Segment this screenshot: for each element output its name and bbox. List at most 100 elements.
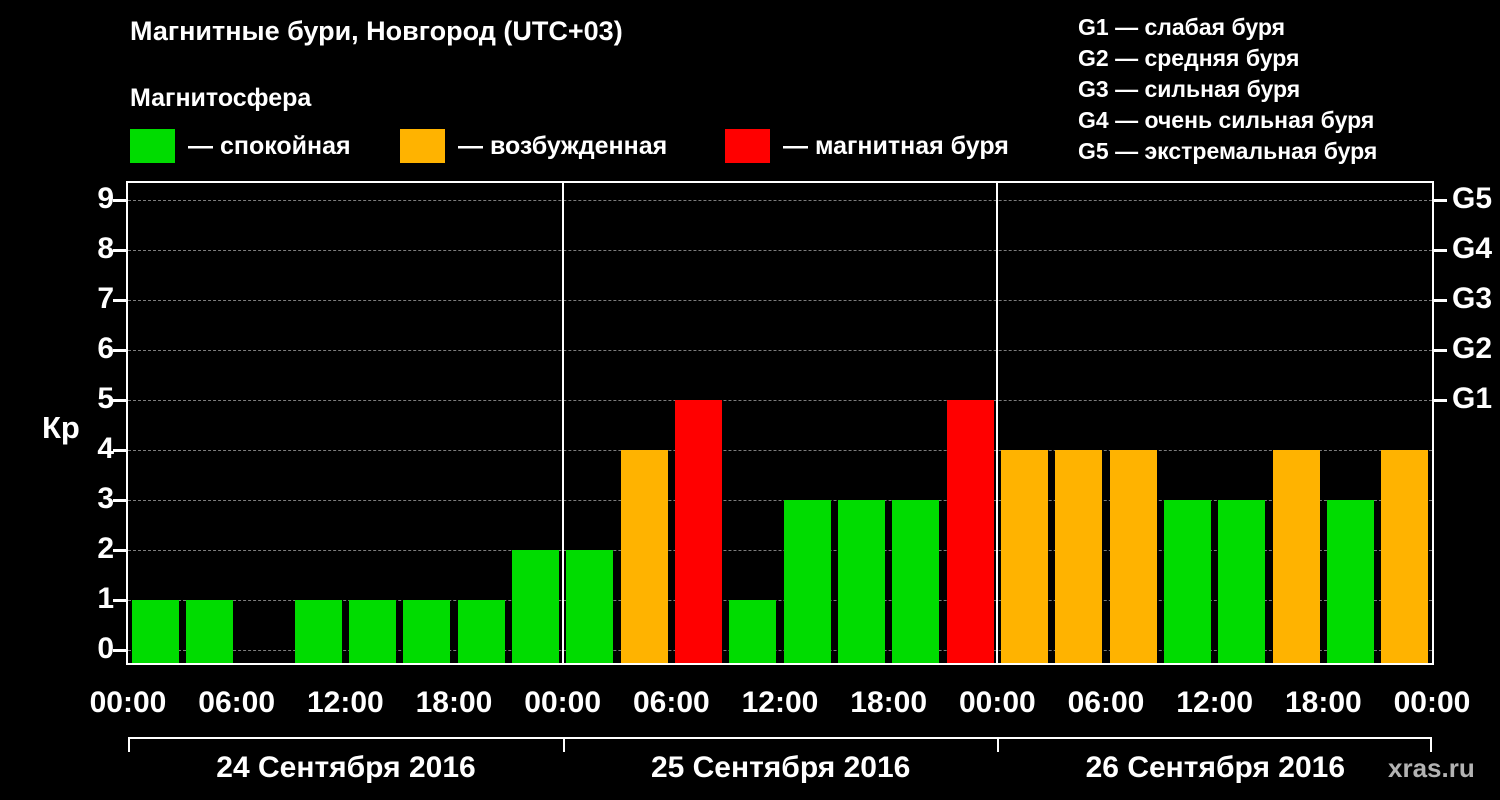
date-ruler-tick bbox=[1430, 737, 1432, 752]
plot-area bbox=[126, 181, 1434, 665]
x-axis-tick-label: 06:00 bbox=[1067, 686, 1145, 719]
kp-bar bbox=[837, 500, 886, 663]
watermark: xras.ru bbox=[1388, 753, 1475, 783]
legend-label-quiet: — спокойная bbox=[188, 131, 351, 160]
kp-bar bbox=[457, 600, 505, 663]
kp-bar bbox=[729, 600, 777, 663]
kp-bar bbox=[1218, 500, 1266, 663]
storm-scale-item-g5: G5 — экстремальная буря bbox=[1078, 138, 1378, 164]
gridline-kp-6 bbox=[128, 350, 1432, 351]
kp-bar bbox=[1381, 450, 1429, 663]
x-axis-tick-label: 00:00 bbox=[1393, 686, 1471, 719]
kp-bar bbox=[403, 600, 451, 663]
legend-item-storm: — магнитная буря bbox=[725, 129, 1009, 163]
y-axis-tick-mark bbox=[113, 299, 126, 302]
legend-item-quiet: — спокойная bbox=[130, 129, 351, 163]
x-axis-tick-label: 00:00 bbox=[89, 686, 167, 719]
date-ruler bbox=[128, 737, 1432, 739]
gridline-kp-5 bbox=[128, 400, 1432, 401]
gridline-kp-8 bbox=[128, 250, 1432, 251]
y-axis-tick-label: 1 bbox=[97, 582, 114, 615]
y-axis-tick-label: 3 bbox=[97, 482, 114, 515]
kp-bar bbox=[294, 600, 342, 663]
day-separator bbox=[996, 183, 999, 663]
legend-item-excited: — возбужденная bbox=[400, 129, 667, 163]
gridline-kp-4 bbox=[128, 450, 1432, 451]
date-label: 25 Сентября 2016 bbox=[650, 751, 911, 784]
g-scale-tick-mark bbox=[1434, 199, 1447, 202]
kp-bar bbox=[1000, 450, 1049, 663]
y-axis-tick-label: 5 bbox=[97, 382, 114, 415]
x-axis-tick-label: 12:00 bbox=[306, 686, 384, 719]
y-axis-tick-label: 4 bbox=[97, 432, 114, 465]
quiet-color-swatch bbox=[130, 129, 175, 163]
kp-bar bbox=[620, 450, 668, 663]
y-axis-tick-mark bbox=[113, 549, 126, 552]
kp-bar bbox=[566, 550, 614, 663]
kp-bar bbox=[185, 600, 234, 663]
x-axis-tick-label: 12:00 bbox=[741, 686, 819, 719]
kp-bar bbox=[1272, 450, 1320, 663]
kp-bar bbox=[1055, 450, 1103, 663]
day-separator bbox=[561, 183, 564, 663]
x-axis-tick-label: 18:00 bbox=[1284, 686, 1362, 719]
g-scale-tick-label: G2 bbox=[1452, 332, 1493, 365]
kp-bar bbox=[1326, 500, 1375, 663]
g-scale-tick-mark bbox=[1434, 399, 1447, 402]
gridline-kp-1 bbox=[128, 600, 1432, 601]
storm-scale-item-g1: G1 — слабая буря bbox=[1078, 14, 1286, 40]
gridline-kp-2 bbox=[128, 550, 1432, 551]
y-axis-tick-mark bbox=[113, 599, 126, 602]
y-axis-tick-label: 2 bbox=[97, 532, 114, 565]
y-axis-tick-mark bbox=[113, 349, 126, 352]
storm-scale-legend: G1 — слабая буря G2 — средняя буря G3 — … bbox=[1078, 12, 1377, 167]
date-ruler-tick bbox=[997, 737, 1000, 752]
y-axis-tick-mark bbox=[113, 249, 126, 252]
gridline-kp-0 bbox=[128, 650, 1432, 651]
storm-scale-item-g4: G4 — очень сильная буря bbox=[1078, 107, 1375, 133]
y-axis-tick-mark bbox=[113, 499, 126, 502]
y-axis-tick-label: 9 bbox=[97, 182, 114, 215]
g-scale-tick-label: G4 bbox=[1452, 232, 1493, 265]
y-axis-title: Кр bbox=[42, 410, 80, 445]
date-label: 24 Сентября 2016 bbox=[216, 751, 476, 784]
x-axis-tick-label: 00:00 bbox=[524, 686, 602, 719]
y-axis-tick-mark bbox=[113, 399, 126, 402]
date-ruler-tick bbox=[562, 737, 565, 752]
y-axis-tick-label: 0 bbox=[97, 632, 114, 665]
x-axis-tick-label: 00:00 bbox=[958, 686, 1036, 719]
legend-label-storm: — магнитная буря bbox=[783, 131, 1009, 160]
x-axis-tick-label: 12:00 bbox=[1176, 686, 1254, 719]
kp-bar bbox=[946, 400, 994, 663]
x-axis-tick-label: 06:00 bbox=[198, 686, 276, 719]
y-axis-tick-label: 7 bbox=[97, 282, 114, 315]
excited-color-swatch bbox=[400, 129, 445, 163]
g-scale-tick-label: G5 bbox=[1452, 182, 1493, 215]
date-label: 26 Сентября 2016 bbox=[1085, 751, 1346, 784]
gridline-kp-9 bbox=[128, 200, 1432, 201]
g-scale-tick-label: G3 bbox=[1452, 282, 1493, 315]
y-axis-tick-label: 6 bbox=[97, 332, 114, 365]
kp-bar bbox=[892, 500, 940, 663]
x-axis-tick-label: 18:00 bbox=[415, 686, 493, 719]
storm-scale-item-g3: G3 — сильная буря bbox=[1078, 76, 1301, 102]
kp-bar bbox=[783, 500, 831, 663]
g-scale-tick-mark bbox=[1434, 349, 1447, 352]
kp-bar bbox=[131, 600, 179, 663]
y-axis-tick-mark bbox=[113, 649, 126, 652]
storm-scale-item-g2: G2 — средняя буря bbox=[1078, 45, 1300, 71]
gridline-kp-7 bbox=[128, 300, 1432, 301]
g-scale-tick-label: G1 bbox=[1452, 382, 1493, 415]
kp-bar bbox=[1163, 500, 1212, 663]
storm-color-swatch bbox=[725, 129, 770, 163]
y-axis-tick-mark bbox=[113, 449, 126, 452]
magnetosphere-label: Магнитосфера bbox=[130, 84, 312, 112]
legend-label-excited: — возбужденная bbox=[458, 131, 668, 160]
x-axis-tick-label: 06:00 bbox=[632, 686, 710, 719]
kp-bar bbox=[511, 550, 560, 663]
kp-bar bbox=[674, 400, 723, 663]
page-title: Магнитные бури, Новгород (UTC+03) bbox=[130, 16, 623, 46]
x-axis-tick-label: 18:00 bbox=[850, 686, 928, 719]
y-axis-tick-label: 8 bbox=[97, 232, 114, 265]
kp-bar bbox=[348, 600, 397, 663]
